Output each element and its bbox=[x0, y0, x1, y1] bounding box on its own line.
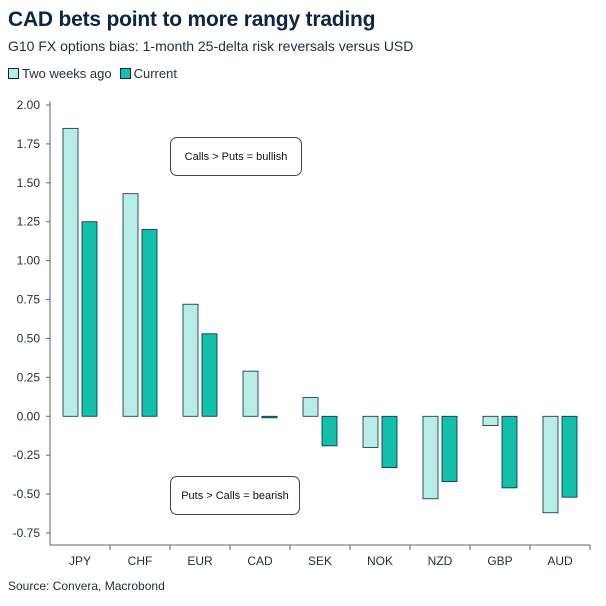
y-tick-label: 1.50 bbox=[17, 176, 41, 190]
legend-item-two-weeks-ago: Two weeks ago bbox=[8, 66, 112, 81]
bar-two-weeks-ago-cad bbox=[242, 370, 259, 417]
x-tick-label: JPY bbox=[69, 554, 91, 568]
bar-current-eur bbox=[201, 333, 218, 417]
x-tick-label: SEK bbox=[308, 554, 332, 568]
bar-two-weeks-ago-nzd bbox=[422, 415, 439, 500]
bar-two-weeks-ago-jpy bbox=[62, 127, 79, 417]
bar-two-weeks-ago-aud bbox=[542, 415, 559, 514]
bar-current-sek bbox=[321, 415, 338, 447]
bar-current-aud bbox=[561, 415, 578, 498]
annotation-bearish: Puts > Calls = bearish bbox=[170, 476, 300, 515]
legend-swatch-two-weeks-ago bbox=[8, 68, 19, 79]
bar-current-gbp bbox=[501, 415, 518, 489]
x-tick-label: GBP bbox=[487, 554, 512, 568]
x-tick-label: CAD bbox=[247, 554, 273, 568]
y-tick-label: 0.00 bbox=[17, 409, 41, 423]
y-tick-label: -0.75 bbox=[13, 526, 41, 540]
bar-two-weeks-ago-eur bbox=[182, 303, 199, 417]
y-tick-label: 0.25 bbox=[17, 370, 41, 384]
bar-current-cad bbox=[261, 415, 278, 419]
y-tick-label: 1.75 bbox=[17, 137, 41, 151]
y-tick-label: 0.75 bbox=[17, 293, 41, 307]
x-tick-label: AUD bbox=[547, 554, 573, 568]
annotation-bullish: Calls > Puts = bullish bbox=[170, 137, 302, 176]
y-tick-label: 1.25 bbox=[17, 215, 41, 229]
legend-label-two-weeks-ago: Two weeks ago bbox=[22, 66, 112, 81]
y-tick-label: 0.50 bbox=[17, 331, 41, 345]
y-tick-label: -0.50 bbox=[13, 487, 41, 501]
bar-current-chf bbox=[141, 229, 158, 417]
legend-swatch-current bbox=[119, 68, 131, 79]
bar-current-nzd bbox=[441, 415, 458, 483]
legend-label-current: Current bbox=[133, 66, 177, 81]
chart-legend: Two weeks ago Current bbox=[8, 66, 185, 81]
bar-current-jpy bbox=[81, 221, 98, 417]
x-tick-label: NOK bbox=[367, 554, 393, 568]
legend-item-current: Current bbox=[119, 66, 177, 81]
bar-two-weeks-ago-gbp bbox=[482, 415, 499, 427]
y-tick-label: -0.25 bbox=[13, 448, 41, 462]
x-tick-label: NZD bbox=[428, 554, 453, 568]
x-tick-label: CHF bbox=[128, 554, 153, 568]
bar-two-weeks-ago-nok bbox=[362, 415, 379, 448]
chart-subtitle: G10 FX options bias: 1-month 25-delta ri… bbox=[8, 38, 414, 54]
source-note: Source: Convera, Macrobond bbox=[8, 579, 165, 593]
chart-title: CAD bets point to more rangy trading bbox=[8, 8, 376, 31]
y-tick-label: 1.00 bbox=[17, 254, 41, 268]
x-tick-label: EUR bbox=[187, 554, 213, 568]
bar-two-weeks-ago-chf bbox=[122, 193, 139, 417]
bar-current-nok bbox=[381, 415, 398, 469]
bar-two-weeks-ago-sek bbox=[302, 397, 319, 417]
y-tick-label: 2.00 bbox=[17, 98, 41, 112]
